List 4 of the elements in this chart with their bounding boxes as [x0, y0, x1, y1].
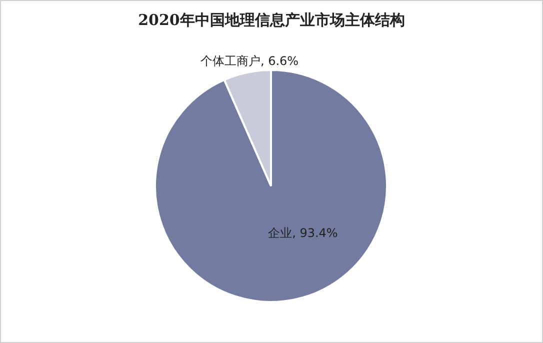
slice-label: 个体工商户, 6.6% — [200, 54, 299, 68]
chart-title: 2020年中国地理信息产业市场主体结构 — [137, 11, 406, 30]
pie-slice — [154, 69, 388, 303]
slice-label: 企业, 93.4% — [268, 226, 338, 240]
